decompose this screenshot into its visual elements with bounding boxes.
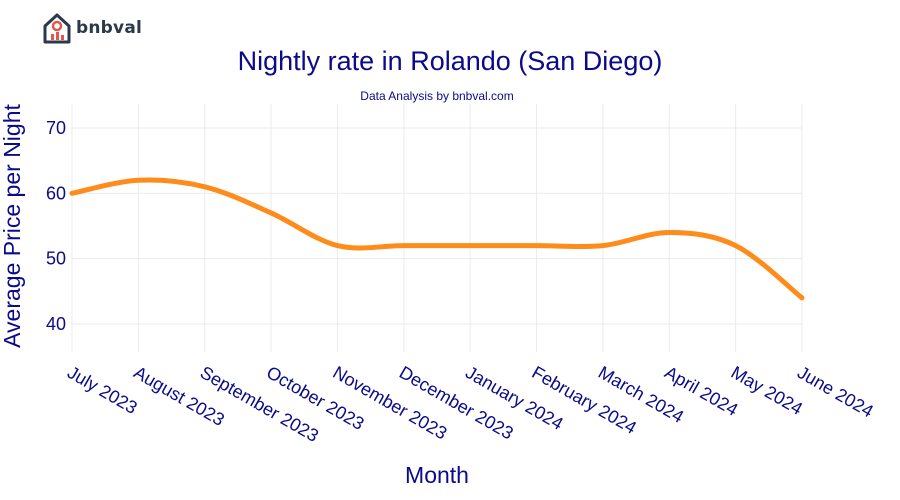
series-line [69, 177, 805, 301]
gridlines [71, 104, 803, 352]
y-tick-label: 70 [46, 118, 66, 138]
x-tick-label: May 2024 [728, 362, 806, 419]
brand-name: bnbval [76, 18, 143, 38]
house-chart-icon [43, 13, 71, 44]
x-axis-title: Month [405, 462, 469, 488]
brand-logo: bnbval [42, 12, 142, 44]
x-tick-label: November 2023 [329, 362, 450, 443]
y-tick-label: 60 [46, 183, 66, 203]
x-tick-label: December 2023 [396, 362, 517, 443]
y-axis-ticks: 40 50 60 70 [46, 118, 66, 334]
x-tick-label: July 2023 [64, 362, 141, 418]
x-tick-label: September 2023 [197, 362, 322, 446]
y-tick-label: 50 [46, 249, 66, 269]
chart-title: Nightly rate in Rolando (San Diego) [238, 46, 663, 76]
y-axis-title: Average Price per Night [0, 104, 25, 348]
chart-subtitle: Data Analysis by bnbval.com [360, 89, 513, 103]
x-tick-label: June 2024 [794, 362, 877, 421]
y-tick-label: 40 [46, 314, 66, 334]
